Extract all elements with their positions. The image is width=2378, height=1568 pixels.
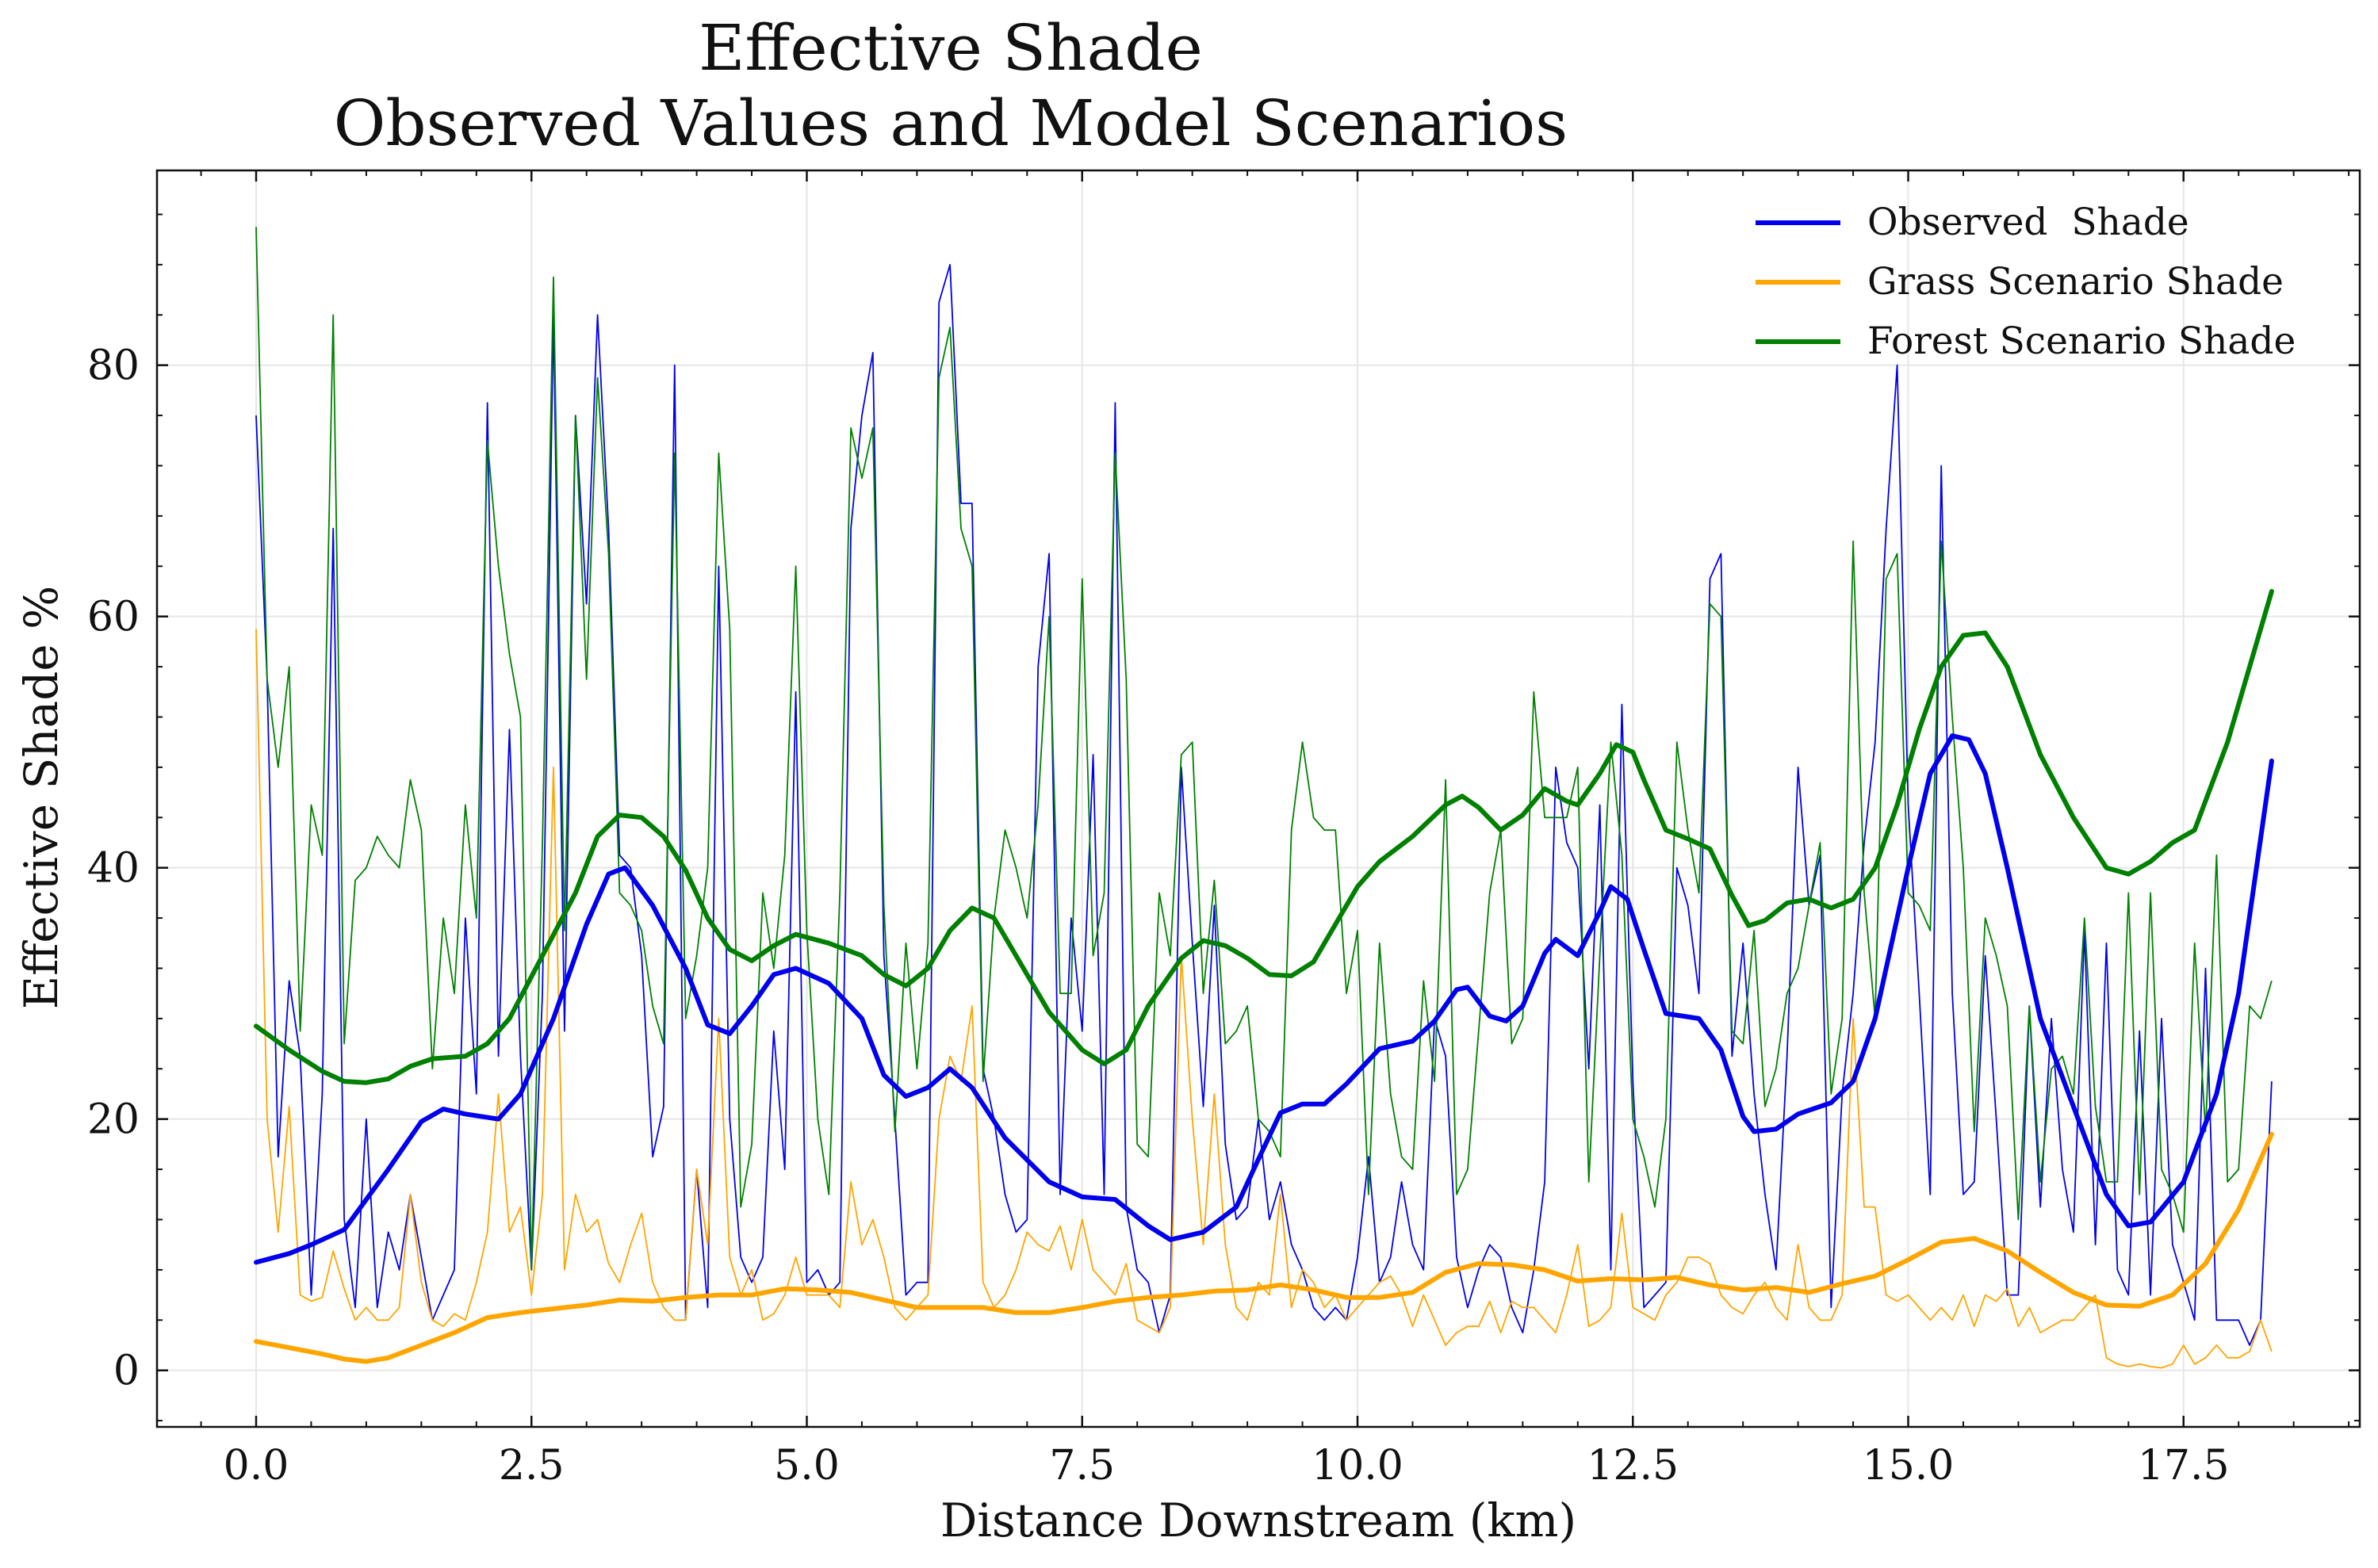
- series-line-forest-raw: [255, 227, 2273, 1271]
- legend: Observed Shade Grass Scenario Shade Fore…: [1756, 201, 2296, 363]
- x-tick-label: 10.0: [1312, 1442, 1403, 1490]
- legend-label-grass: Grass Scenario Shade: [1867, 260, 2284, 304]
- series-line-grass-smooth: [254, 1131, 2274, 1364]
- y-axis-label: Effective Shade %: [14, 586, 68, 1009]
- x-tick-label: 12.5: [1587, 1442, 1679, 1490]
- x-tick-label: 2.5: [499, 1442, 565, 1490]
- y-tick-label: 20: [87, 1096, 140, 1144]
- x-tick-label: 15.0: [1863, 1442, 1955, 1490]
- legend-label-observed: Observed Shade: [1867, 201, 2189, 244]
- x-tick-label: 7.5: [1049, 1442, 1115, 1490]
- legend-label-forest: Forest Scenario Shade: [1867, 319, 2296, 363]
- x-tick-label: 17.5: [2138, 1442, 2230, 1490]
- series-line-observed-raw: [255, 263, 2273, 1346]
- series-line-observed-smooth: [254, 733, 2274, 1265]
- y-tick-label: 80: [87, 342, 140, 390]
- chart-title-line-1: Effective Shade: [699, 11, 1203, 85]
- series-line-forest-smooth: [254, 589, 2274, 1085]
- y-tick-label: 0: [113, 1348, 140, 1395]
- y-tick-label: 60: [87, 594, 140, 641]
- series-layer: [254, 227, 2274, 1369]
- x-tick-label: 5.0: [774, 1442, 840, 1490]
- x-tick-label: 0.0: [224, 1442, 289, 1490]
- x-axis-label: Distance Downstream (km): [940, 1493, 1576, 1547]
- axis-ticks: 0.0 2.5 5.0 7.5 10.0 12.5 15.0 17.5 0 20 40 60 80: [87, 170, 2360, 1490]
- chart-title-line-2: Observed Values and Model Scenarios: [334, 86, 1568, 160]
- plot-frame: [155, 169, 2361, 1428]
- y-tick-label: 40: [87, 845, 140, 893]
